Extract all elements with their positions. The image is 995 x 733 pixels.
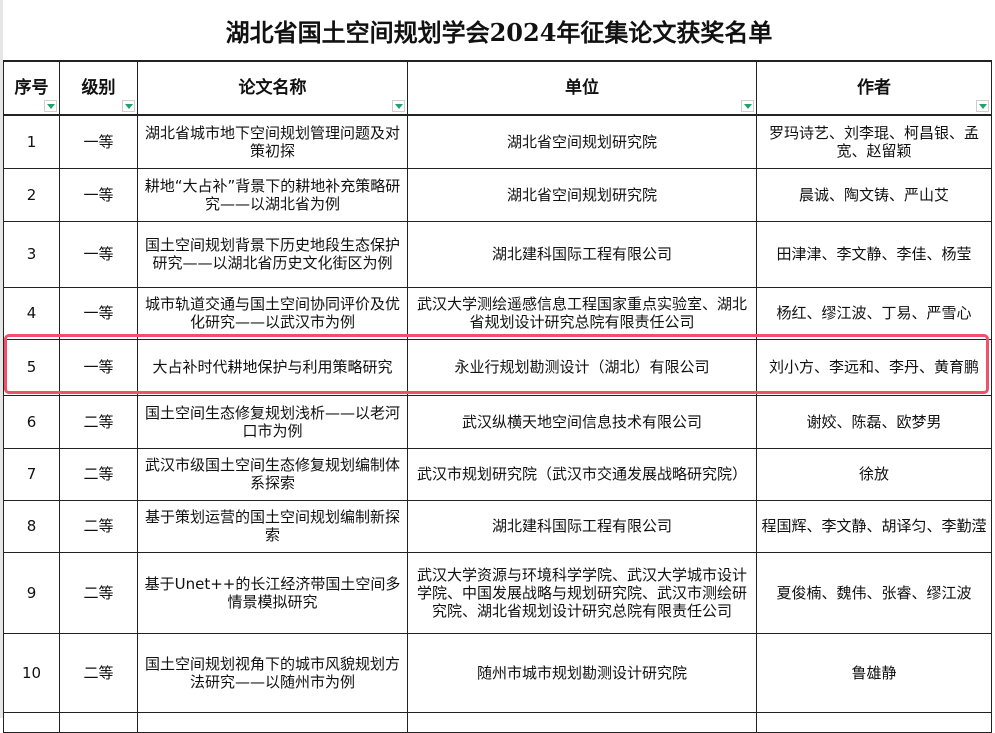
cell-authors[interactable] bbox=[756, 711, 992, 733]
cell-no[interactable]: 9 bbox=[3, 551, 60, 634]
cell-level[interactable]: 二等 bbox=[59, 632, 138, 713]
awards-table: 序号 级别 论文名称 单位 作者 1 一等 湖北省城市地下空间规划管理问题及对策初探… bbox=[3, 60, 992, 733]
header-level: 级别 bbox=[59, 60, 138, 116]
cell-authors[interactable]: 谢姣、陈磊、欧梦男 bbox=[756, 394, 992, 449]
page-title: 湖北省国土空间规划学会2024年征集论文获奖名单 bbox=[225, 18, 773, 47]
sheet-left-edge bbox=[0, 0, 3, 718]
cell-paper[interactable]: 基于策划运营的国土空间规划编制新探索 bbox=[137, 499, 408, 553]
cell-unit[interactable]: 湖北省空间规划研究院 bbox=[407, 167, 757, 222]
table-row[interactable]: 8 二等 基于策划运营的国土空间规划编制新探索 湖北建科国际工程有限公司 程国辉、李文静… bbox=[3, 499, 992, 553]
cell-no[interactable]: 8 bbox=[3, 499, 60, 553]
table-row[interactable]: 9 二等 基于Unet++的长江经济带国土空间多情景模拟研究 武汉大学资源与环境科学学… bbox=[3, 551, 992, 634]
table-row[interactable] bbox=[3, 711, 992, 733]
cell-level[interactable]: 二等 bbox=[59, 499, 138, 553]
cell-authors[interactable]: 程国辉、李文静、胡译匀、李勤滢 bbox=[756, 499, 992, 553]
table-row[interactable]: 2 一等 耕地“大占补”背景下的耕地补充策略研究——以湖北省为例 湖北省空间规划研究院… bbox=[3, 167, 992, 222]
cell-level[interactable]: 二等 bbox=[59, 447, 138, 501]
cell-no[interactable]: 6 bbox=[3, 394, 60, 449]
table-row[interactable]: 4 一等 城市轨道交通与国土空间协同评价及优化研究——以武汉市为例 武汉大学测绘遥感信… bbox=[3, 286, 992, 340]
header-no: 序号 bbox=[3, 60, 60, 116]
cell-unit[interactable] bbox=[407, 711, 757, 733]
cell-level[interactable]: 一等 bbox=[59, 167, 138, 222]
cell-no[interactable]: 2 bbox=[3, 167, 60, 222]
cell-paper[interactable] bbox=[137, 711, 408, 733]
cell-authors[interactable]: 鲁雄静 bbox=[756, 632, 992, 713]
table-row[interactable]: 10 二等 国土空间规划视角下的城市风貌规划方法研究——以随州市为例 随州市城市规划勘… bbox=[3, 632, 992, 713]
cell-paper[interactable]: 湖北省城市地下空间规划管理问题及对策初探 bbox=[137, 114, 408, 169]
header-row: 序号 级别 论文名称 单位 作者 bbox=[3, 60, 992, 116]
cell-no[interactable] bbox=[3, 711, 60, 733]
cell-unit[interactable]: 武汉大学资源与环境科学学院、武汉大学城市设计学院、中国发展战略与规划研究院、武汉… bbox=[407, 551, 757, 634]
cell-no[interactable]: 3 bbox=[3, 220, 60, 288]
cell-authors[interactable]: 田津津、李文静、李佳、杨莹 bbox=[756, 220, 992, 288]
cell-paper[interactable]: 武汉市级国土空间生态修复规划编制体系探索 bbox=[137, 447, 408, 501]
cell-unit[interactable]: 武汉市规划研究院（武汉市交通发展战略研究院） bbox=[407, 447, 757, 501]
filter-dropdown-icon[interactable] bbox=[392, 100, 405, 112]
cell-paper[interactable]: 城市轨道交通与国土空间协同评价及优化研究——以武汉市为例 bbox=[137, 286, 408, 340]
header-unit: 单位 bbox=[407, 60, 757, 116]
cell-authors[interactable]: 刘小方、李远和、李丹、黄育鹏 bbox=[756, 338, 992, 396]
header-authors: 作者 bbox=[756, 60, 992, 116]
cell-unit[interactable]: 湖北省空间规划研究院 bbox=[407, 114, 757, 169]
table-row[interactable]: 7 二等 武汉市级国土空间生态修复规划编制体系探索 武汉市规划研究院（武汉市交通发展战… bbox=[3, 447, 992, 501]
cell-unit[interactable]: 湖北建科国际工程有限公司 bbox=[407, 499, 757, 553]
cell-paper[interactable]: 国土空间规划视角下的城市风貌规划方法研究——以随州市为例 bbox=[137, 632, 408, 713]
table-row[interactable]: 6 二等 国土空间生态修复规划浅析——以老河口市为例 武汉纵横天地空间信息技术有限公司… bbox=[3, 394, 992, 449]
cell-unit[interactable]: 湖北建科国际工程有限公司 bbox=[407, 220, 757, 288]
cell-paper[interactable]: 国土空间生态修复规划浅析——以老河口市为例 bbox=[137, 394, 408, 449]
cell-level[interactable]: 二等 bbox=[59, 551, 138, 634]
cell-authors[interactable]: 罗玛诗艺、刘李琨、柯昌银、孟宽、赵留颖 bbox=[756, 114, 992, 169]
cell-no[interactable]: 5 bbox=[3, 338, 60, 396]
table-row[interactable]: 5 一等 大占补时代耕地保护与利用策略研究 永业行规划勘测设计（湖北）有限公司 刘小方、… bbox=[3, 338, 992, 396]
cell-paper[interactable]: 大占补时代耕地保护与利用策略研究 bbox=[137, 338, 408, 396]
cell-authors[interactable]: 夏俊楠、魏伟、张睿、缪江波 bbox=[756, 551, 992, 634]
cell-no[interactable]: 4 bbox=[3, 286, 60, 340]
cell-paper[interactable]: 国土空间规划背景下历史地段生态保护研究——以湖北省历史文化街区为例 bbox=[137, 220, 408, 288]
table-row[interactable]: 3 一等 国土空间规划背景下历史地段生态保护研究——以湖北省历史文化街区为例 湖北建科… bbox=[3, 220, 992, 288]
cell-no[interactable]: 7 bbox=[3, 447, 60, 501]
cell-paper[interactable]: 基于Unet++的长江经济带国土空间多情景模拟研究 bbox=[137, 551, 408, 634]
filter-dropdown-icon[interactable] bbox=[122, 100, 135, 112]
cell-no[interactable]: 1 bbox=[3, 114, 60, 169]
cell-unit[interactable]: 武汉大学测绘遥感信息工程国家重点实验室、湖北省规划设计研究总院有限责任公司 bbox=[407, 286, 757, 340]
cell-level[interactable]: 一等 bbox=[59, 220, 138, 288]
cell-level[interactable]: 一等 bbox=[59, 338, 138, 396]
cell-level[interactable]: 一等 bbox=[59, 286, 138, 340]
cell-authors[interactable]: 徐放 bbox=[756, 447, 992, 501]
header-paper: 论文名称 bbox=[137, 60, 408, 116]
cell-unit[interactable]: 永业行规划勘测设计（湖北）有限公司 bbox=[407, 338, 757, 396]
cell-authors[interactable]: 晨诚、陶文铸、严山艾 bbox=[756, 167, 992, 222]
table-row[interactable]: 1 一等 湖北省城市地下空间规划管理问题及对策初探 湖北省空间规划研究院 罗玛诗艺、刘李… bbox=[3, 114, 992, 169]
cell-unit[interactable]: 随州市城市规划勘测设计研究院 bbox=[407, 632, 757, 713]
cell-unit[interactable]: 武汉纵横天地空间信息技术有限公司 bbox=[407, 394, 757, 449]
filter-dropdown-icon[interactable] bbox=[44, 100, 57, 112]
cell-no[interactable]: 10 bbox=[3, 632, 60, 713]
cell-level[interactable]: 一等 bbox=[59, 114, 138, 169]
cell-level[interactable] bbox=[59, 711, 138, 733]
filter-dropdown-icon[interactable] bbox=[976, 100, 989, 112]
cell-paper[interactable]: 耕地“大占补”背景下的耕地补充策略研究——以湖北省为例 bbox=[137, 167, 408, 222]
cell-authors[interactable]: 杨红、缪江波、丁易、严雪心 bbox=[756, 286, 992, 340]
cell-level[interactable]: 二等 bbox=[59, 394, 138, 449]
filter-dropdown-icon[interactable] bbox=[741, 100, 754, 112]
